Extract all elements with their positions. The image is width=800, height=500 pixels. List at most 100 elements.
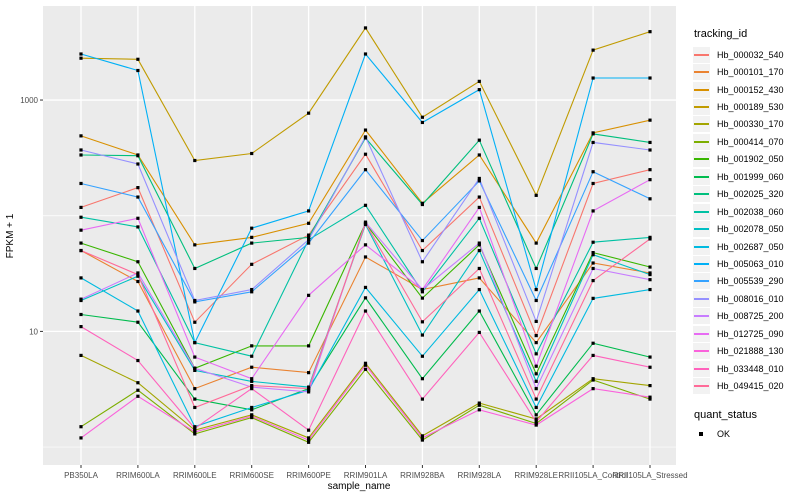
data-point [420,320,424,324]
data-point [591,341,595,345]
data-point [363,361,368,365]
data-point [307,293,311,297]
data-point [477,309,481,313]
data-point [591,140,595,145]
data-point [477,176,481,181]
data-point [648,197,652,201]
data-point [307,221,311,225]
legend-item-label: Hb_008725_200 [717,311,784,322]
data-point [250,287,254,292]
data-point [79,353,83,358]
data-point [363,296,368,300]
x-tick-label: RRIM928LA [458,471,502,480]
data-point [136,394,140,398]
data-point [534,364,538,368]
data-point [79,134,83,138]
legend-key-swatch [693,186,710,203]
legend-key-line [694,297,709,300]
data-point [591,296,595,300]
data-point [136,68,140,73]
quant-status-points [79,26,652,444]
data-point [307,387,311,391]
legend-key-swatch [693,308,710,325]
data-point [591,353,595,358]
data-point [136,272,140,277]
data-point [420,120,424,125]
data-point [79,241,83,245]
legend-item-Hb_005063_010: Hb_005063_010 [688,255,800,272]
data-point [363,203,368,207]
data-point [363,52,368,56]
data-point [79,228,83,232]
data-point [420,248,424,253]
legend-key-line [694,158,709,161]
legend-key-line [694,332,709,335]
data-point [250,235,254,239]
data-point [420,354,424,358]
data-point [420,436,424,440]
legend-items-tracking-id: Hb_000032_540 Hb_000101_170 Hb_000152_430 H… [688,46,800,395]
data-point [307,428,311,432]
data-point [136,279,140,284]
data-point [648,355,652,359]
legend-key-line [694,350,709,353]
data-point [250,262,254,266]
data-point [591,250,595,255]
data-point [477,330,481,335]
data-point [136,195,140,199]
legend-key-line [694,140,709,143]
data-point [250,414,254,418]
legend-item-Hb_001999_060: Hb_001999_060 [688,168,800,185]
data-point [591,181,595,186]
x-tick-label: RRIM600PE [286,471,330,480]
data-point [534,423,538,427]
data-point [648,148,652,152]
legend-item-Hb_002687_050: Hb_002687_050 [688,238,800,255]
data-point [534,287,538,292]
data-point [79,153,83,157]
data-point [534,413,538,417]
data-point [363,221,368,225]
legend-item-label: Hb_000414_070 [717,136,784,147]
data-point [534,379,538,383]
data-point [79,436,83,440]
data-point [193,368,197,373]
data-point [136,186,140,190]
legend-item-label: Hb_000101_170 [717,67,784,78]
legend-key-line [694,367,709,370]
legend-item-Hb_000101_170: Hb_000101_170 [688,63,800,81]
data-point [250,365,254,369]
data-point [363,367,368,371]
data-point [79,148,83,152]
data-point [136,162,140,166]
data-point [534,405,538,410]
legend-key-line [694,245,709,248]
data-point [79,181,83,186]
data-point [79,56,83,60]
data-point [534,341,538,345]
data-point [420,115,424,119]
legend-item-label: OK [717,429,731,440]
data-point [307,390,311,394]
data-point [591,209,595,213]
data-point [477,88,481,92]
legend-item-Hb_008016_010: Hb_008016_010 [688,290,800,307]
data-point [193,426,197,431]
data-point [136,358,140,363]
legend-item-label: Hb_049415_020 [717,381,784,392]
data-point [477,179,481,183]
data-point [307,438,311,442]
data-point [648,76,652,80]
data-point [307,241,311,245]
data-point [477,408,481,412]
data-point [136,274,140,278]
legend-item-label: Hb_001999_060 [717,171,784,182]
data-point [534,372,538,376]
data-point [363,135,368,139]
legend-item-Hb_000152_430: Hb_000152_430 [688,81,800,98]
x-tick-label: RRIM600LA [116,471,160,480]
legend-key-line [694,106,709,109]
x-tick-label: RRIM901LA [344,471,388,480]
data-point [193,428,197,432]
